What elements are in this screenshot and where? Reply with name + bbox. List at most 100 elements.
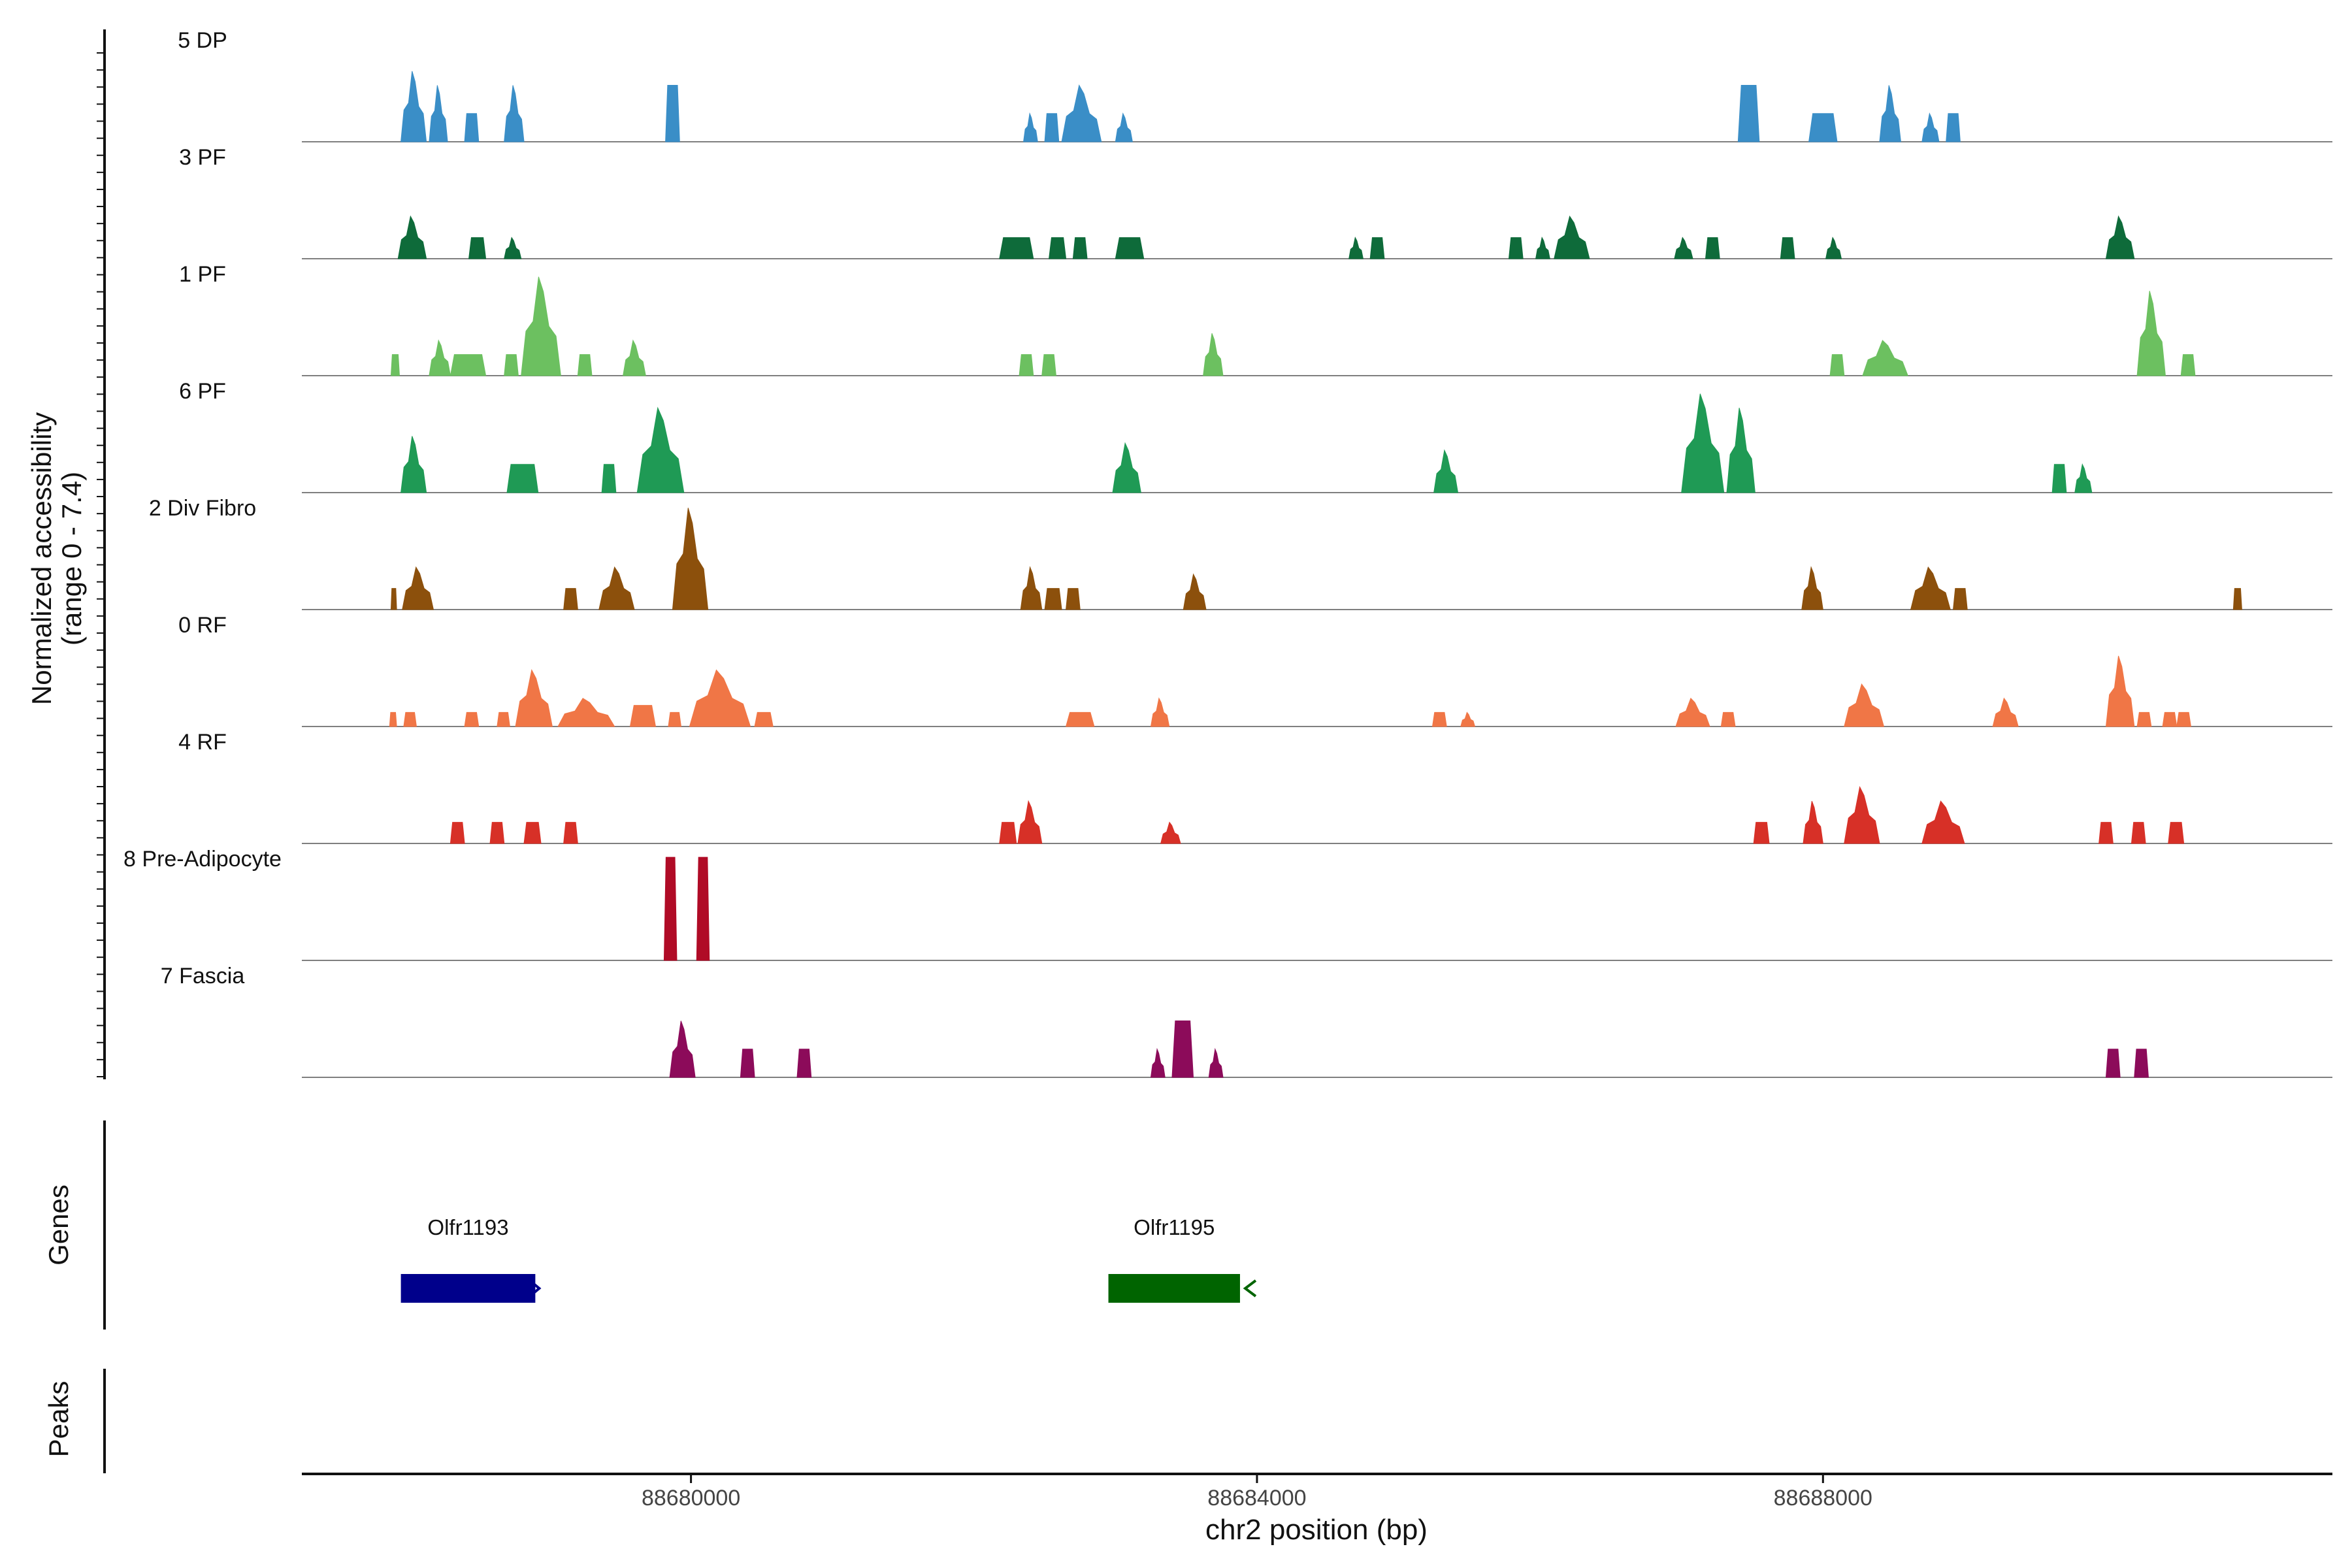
coverage-peak [429,85,448,142]
track-label-5-dp: 5 DP [178,28,227,53]
x-axis: 88680000 88684000 88688000 [302,1473,2332,1511]
coverage-peak [2232,588,2242,610]
coverage-peak [1112,442,1141,493]
coverage-peak [515,669,553,727]
coverage-peak [1720,711,1736,727]
coverage-peak [1208,1047,1224,1078]
coverage-peak [563,822,578,844]
y-axis-label-line1: Normalized accessibility [26,412,57,705]
coverage-peak [489,822,505,844]
track-5-dp: 5 DP [178,28,2332,142]
coverage-peak [1150,697,1170,727]
track-0-rf: 0 RF [178,613,2332,727]
coverage-peak [672,508,709,610]
coverage-peak [2131,822,2146,844]
coverage-peak [523,822,542,844]
track-label-8-pre-adipocyte: 8 Pre-Adipocyte [123,847,282,872]
coverage-peak [2051,464,2067,493]
coverage-peak [563,588,578,610]
coverage-peak [629,705,657,727]
track-label-2-div-fibro: 2 Div Fibro [149,496,256,521]
coverage-peak [2176,711,2191,727]
coverage-peak [1017,800,1043,844]
coverage-peak [1061,84,1102,142]
coverage-peak [1460,711,1476,727]
coverage-peak [1879,85,1901,142]
coverage-peak [402,566,434,610]
coverage-peak [506,464,539,493]
coverage-peak [1844,785,1880,844]
genes-panel-label: Genes [43,1184,74,1266]
coverage-peak [1910,566,1951,610]
coverage-peak [663,857,678,961]
coverage-peak [1115,112,1133,142]
coverage-peak [1041,354,1056,376]
track-label-1-pf: 1 PF [179,262,226,287]
coverage-peak [1044,588,1062,610]
strand-arrow [1243,1279,1257,1298]
coverage-peak [504,354,519,376]
x-tick-label: 88688000 [1774,1486,1872,1511]
coverage-peak [397,215,427,259]
y-axis-label-line2: (range 0 - 7.4) [56,472,87,645]
coverage-peak [2180,354,2196,376]
track-8-pre-adipocyte: 8 Pre-Adipocyte [123,847,2332,961]
coverage-peak [557,698,615,727]
coverage-peak [1348,237,1364,259]
coverage-peak [1825,237,1842,259]
y-axis-accessibility [97,29,106,1079]
gene-body [1108,1274,1240,1303]
track-3-pf: 3 PF [179,145,2332,259]
coverage-peak [2168,822,2185,844]
coverage-peak [999,237,1034,259]
coverage-peak [1726,408,1756,493]
coverage-peak [577,354,593,376]
coverage-peak [1019,354,1034,376]
coverage-peak [504,85,525,142]
coverage-peak [1862,340,1908,376]
coverage-peak [1431,711,1447,727]
coverage-peak [623,339,646,376]
coverage-peak [1115,237,1145,259]
coverage-peak [400,436,427,493]
track-label-4-rf: 4 RF [178,730,227,755]
track-6-pf: 6 PF [179,379,2332,493]
gene-label: Olfr1195 [1134,1215,1215,1239]
coverage-peak [1433,449,1459,493]
gene-label: Olfr1193 [427,1215,508,1239]
coverage-peak [1681,393,1725,493]
coverage-peak [696,857,710,961]
coverage-peak [601,464,617,493]
coverage-peak [1508,237,1524,259]
coverage-peak [2074,463,2093,493]
coverage-peak [400,71,427,142]
coverage-peak [636,406,685,493]
coverage-peak [1675,697,1710,727]
coverage-peak [1803,800,1823,844]
track-2-div-fibro: 2 Div Fibro [149,496,2332,610]
coverage-peak [796,1049,812,1078]
coverage-peak [1921,112,1940,142]
coverage-peak [2105,215,2135,259]
track-7-fascia: 7 Fascia [161,964,2332,1078]
coverage-peak [1072,237,1088,259]
coverage-peak [1044,113,1060,142]
coverage-peak [1737,85,1760,142]
coverage-peak [403,711,417,727]
track-label-7-fascia: 7 Fascia [161,964,245,988]
x-axis-label: chr2 position (bp) [1205,1514,1428,1546]
gene-olfr1195: Olfr1195 [1108,1215,1257,1303]
coverage-peak [1065,711,1095,727]
coverage-peak [497,711,510,727]
coverage-peak [1753,822,1770,844]
coverage-peak [1674,237,1693,259]
coverage-peak [754,711,774,727]
coverage-peak [2136,711,2152,727]
coverage-peak [1829,354,1845,376]
gene-body [400,1274,536,1303]
coverage-peak [669,1021,696,1078]
peaks-panel-label: Peaks [43,1381,74,1458]
coverage-peak [1992,697,2019,727]
